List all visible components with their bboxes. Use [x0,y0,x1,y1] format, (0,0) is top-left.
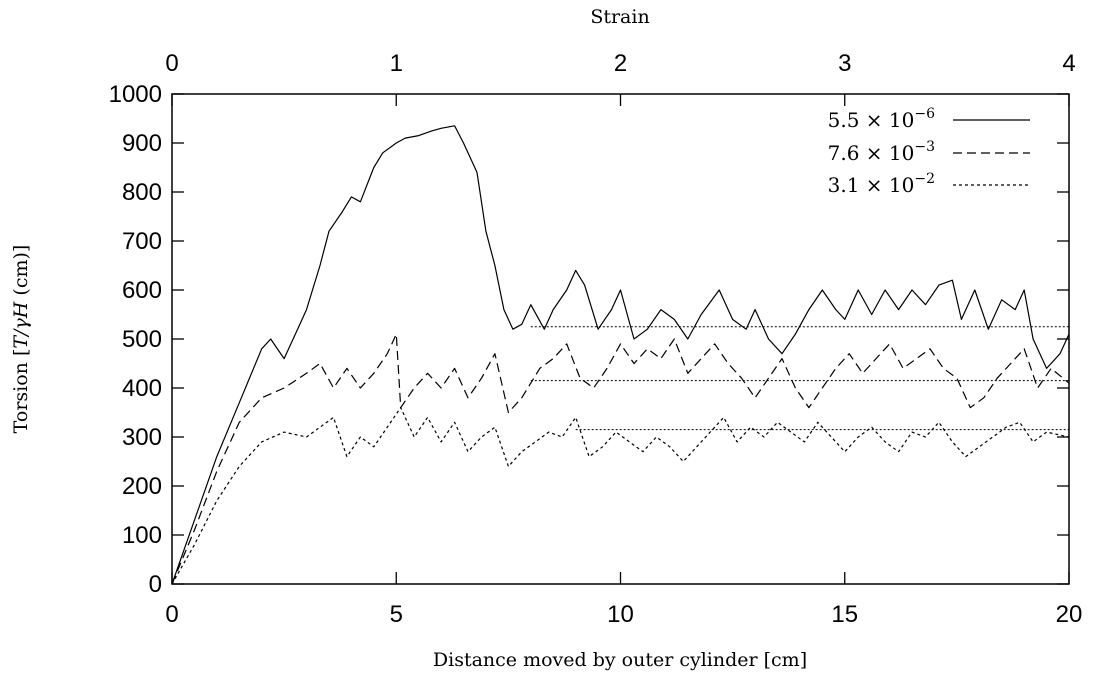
y-tick-label: 0 [149,571,162,598]
y-axis-title-suffix: (cm)] [10,245,32,302]
y-axis-title: Torsion [T/γH (cm)] [10,245,32,434]
top-tick-label: 4 [1062,50,1075,77]
legend-label-2: 7.6 × 10−3 [828,139,935,165]
legend-label-1: 5.5 × 10−6 [828,106,935,132]
plot-frame [171,93,1070,585]
ticks [171,93,1070,585]
series-line-3 [171,407,1070,585]
legend-label-base: 3.1 × 10 [828,173,915,197]
y-tick-label: 700 [122,228,162,255]
x-axis-title: Distance moved by outer cylinder [cm] [433,649,807,671]
y-tick-label: 900 [122,130,162,157]
legend-label-exponent: −2 [914,171,935,187]
x-tick-label: 5 [390,601,403,628]
x-tick-label: 15 [831,601,858,628]
series-line-1 [171,125,1070,585]
y-axis-title-math: T/γH [10,301,32,348]
y-tick-label: 100 [122,522,162,549]
legend-label-base: 5.5 × 10 [828,108,915,132]
x-tick-label: 20 [1056,601,1083,628]
x-tick-label: 10 [607,601,634,628]
top-tick-label: 3 [838,50,851,77]
y-tick-label: 800 [122,179,162,206]
legend: 5.5 × 10−6 7.6 × 10−3 3.1 × 10−2 [828,106,1030,197]
y-tick-label: 200 [122,473,162,500]
legend-label-exponent: −3 [914,139,935,155]
steady-lines [530,326,1069,431]
top-tick-label: 2 [614,50,627,77]
legend-label-3: 3.1 × 10−2 [828,171,935,197]
y-tick-label: 400 [122,375,162,402]
series-line-2 [171,333,1070,585]
legend-label-base: 7.6 × 10 [828,141,915,165]
y-axis-title-prefix: Torsion [ [10,349,32,434]
legend-label-exponent: −6 [914,106,935,122]
y-tick-label: 600 [122,277,162,304]
series-group [171,125,1070,585]
top-axis-title: Strain [590,6,649,28]
top-tick-label: 0 [165,50,178,77]
top-tick-label: 1 [390,50,403,77]
y-tick-label: 300 [122,424,162,451]
y-tick-label: 500 [122,326,162,353]
y-tick-label: 1000 [109,81,162,108]
x-tick-label: 0 [165,601,178,628]
